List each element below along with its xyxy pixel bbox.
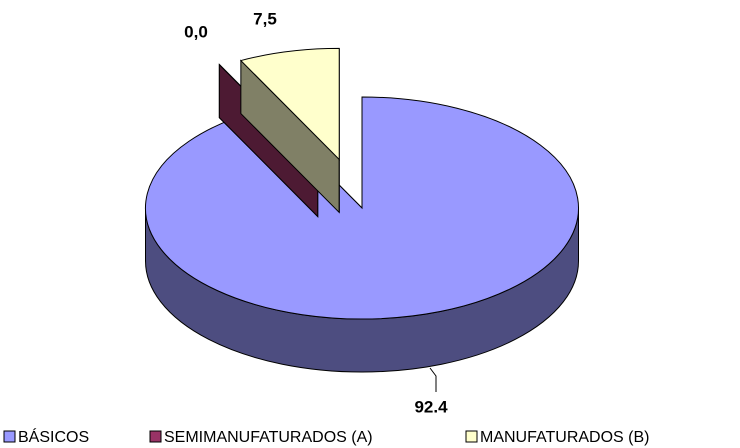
slice	[145, 96, 579, 373]
slice-top	[145, 96, 579, 320]
slice	[239, 47, 340, 214]
legend-swatch	[3, 430, 16, 443]
legend-label: BÁSICOS	[18, 427, 89, 446]
leader-line	[429, 367, 437, 392]
legend-swatch	[465, 430, 478, 443]
value-label: 92.4	[414, 397, 448, 416]
value-label: 0,0	[184, 22, 208, 41]
value-label: 7,5	[253, 9, 277, 28]
legend-label: MANUFATURADOS (B)	[480, 429, 649, 446]
slice-top	[239, 47, 340, 161]
legend-label: SEMIMANUFATURADOS (A)	[164, 429, 373, 446]
legend-swatch	[149, 430, 162, 443]
